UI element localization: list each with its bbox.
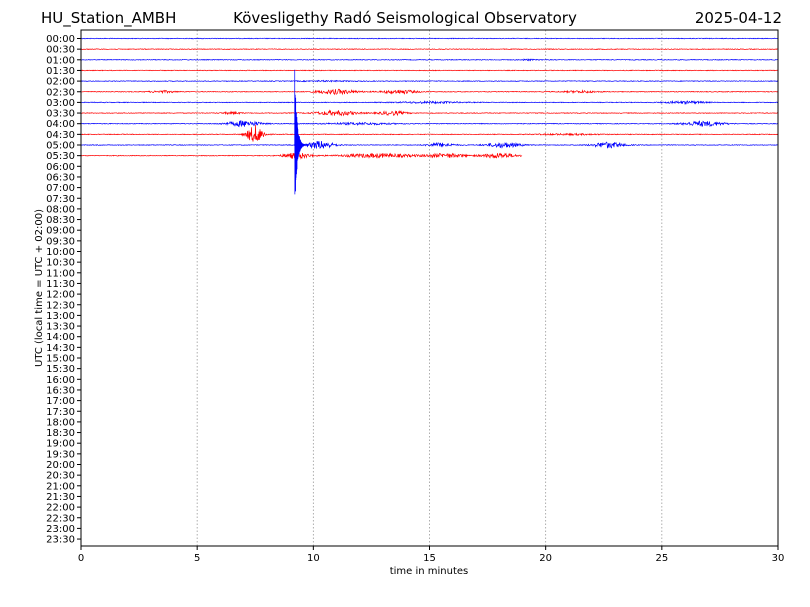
y-tick-label: 18:30 <box>46 428 75 439</box>
y-tick-label: 12:00 <box>46 290 75 301</box>
x-tick-label: 25 <box>655 553 668 564</box>
y-tick-label: 17:00 <box>46 396 75 407</box>
y-tick-label: 05:30 <box>46 151 75 162</box>
trace-row-3 <box>80 69 779 72</box>
y-tick-label: 23:00 <box>46 524 75 535</box>
y-tick-label: 10:30 <box>46 258 75 269</box>
trace-row-11 <box>80 152 523 160</box>
trace-row-2 <box>80 58 779 62</box>
trace-row-9 <box>80 124 779 142</box>
y-tick-label: 09:00 <box>46 226 75 237</box>
y-tick-label: 01:00 <box>46 55 75 66</box>
x-axis-label: time in minutes <box>390 566 469 577</box>
station-name: HU_Station_AMBH <box>41 9 177 27</box>
trace-row-8 <box>80 120 779 128</box>
y-tick-label: 22:30 <box>46 513 75 524</box>
y-tick-label: 10:00 <box>46 247 75 258</box>
event-spike <box>294 69 310 195</box>
y-tick-label: 16:00 <box>46 375 75 386</box>
trace-row-10 <box>80 140 779 150</box>
x-tick-label: 5 <box>194 553 200 564</box>
y-tick-label: 21:00 <box>46 481 75 492</box>
trace-row-7 <box>80 109 779 117</box>
y-tick-label: 17:30 <box>46 407 75 418</box>
x-tick-label: 10 <box>307 553 320 564</box>
x-tick-label: 20 <box>539 553 552 564</box>
y-tick-label: 05:00 <box>46 141 75 152</box>
y-tick-label: 08:00 <box>46 204 75 215</box>
x-tick-label: 15 <box>423 553 436 564</box>
y-tick-label: 20:00 <box>46 460 75 471</box>
y-tick-label: 02:00 <box>46 77 75 88</box>
y-tick-label: 08:30 <box>46 215 75 226</box>
x-tick-label: 30 <box>772 553 785 564</box>
y-tick-label: 14:30 <box>46 343 75 354</box>
y-tick-label: 15:30 <box>46 364 75 375</box>
record-date: 2025-04-12 <box>694 9 782 27</box>
y-axis: 00:0000:3001:0001:3002:0002:3003:0003:30… <box>46 34 81 546</box>
y-tick-label: 16:30 <box>46 385 75 396</box>
trace-row-1 <box>80 48 779 51</box>
y-tick-label: 00:30 <box>46 45 75 56</box>
x-axis: 0 5 10 15 20 25 30 <box>78 546 785 564</box>
y-tick-label: 20:30 <box>46 471 75 482</box>
grid-lines <box>196 30 663 546</box>
x-tick-label: 0 <box>78 553 84 564</box>
y-tick-label: 14:00 <box>46 332 75 343</box>
y-tick-label: 19:30 <box>46 449 75 460</box>
y-tick-label: 13:30 <box>46 322 75 333</box>
observatory-title: Kövesligethy Radó Seismological Observat… <box>233 9 577 27</box>
y-tick-label: 11:00 <box>46 268 75 279</box>
trace-row-0 <box>80 37 779 40</box>
y-tick-label: 19:00 <box>46 439 75 450</box>
y-tick-label: 21:30 <box>46 492 75 503</box>
y-tick-label: 04:30 <box>46 130 75 141</box>
seismic-events <box>294 69 310 195</box>
y-tick-label: 03:30 <box>46 109 75 120</box>
trace-row-4 <box>80 79 779 83</box>
y-tick-label: 00:00 <box>46 34 75 45</box>
y-tick-label: 06:00 <box>46 162 75 173</box>
y-tick-label: 01:30 <box>46 66 75 77</box>
y-tick-label: 03:00 <box>46 98 75 109</box>
y-axis-label: UTC (local time = UTC + 02:00) <box>34 209 45 367</box>
y-tick-label: 11:30 <box>46 279 75 290</box>
trace-row-6 <box>80 100 779 106</box>
y-tick-label: 12:30 <box>46 300 75 311</box>
y-tick-label: 18:00 <box>46 417 75 428</box>
seismic-traces <box>80 37 779 160</box>
y-tick-label: 22:00 <box>46 503 75 514</box>
y-tick-label: 23:30 <box>46 535 75 546</box>
y-tick-label: 07:00 <box>46 183 75 194</box>
y-tick-label: 06:30 <box>46 172 75 183</box>
trace-row-5 <box>80 88 779 96</box>
y-tick-label: 15:00 <box>46 354 75 365</box>
y-tick-label: 13:00 <box>46 311 75 322</box>
y-tick-label: 07:30 <box>46 194 75 205</box>
y-tick-label: 09:30 <box>46 236 75 247</box>
y-tick-label: 04:00 <box>46 119 75 130</box>
y-tick-label: 02:30 <box>46 87 75 98</box>
